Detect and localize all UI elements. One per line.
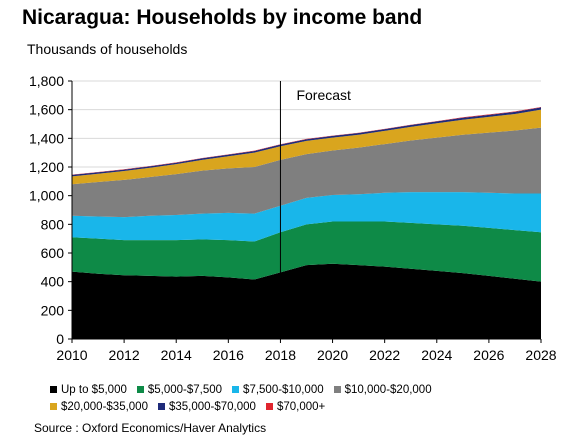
area-series-4 [72, 127, 541, 218]
area-series-5 [72, 109, 541, 185]
y-tick-label-1400: 1,400 [29, 130, 64, 146]
x-tick-label-2020: 2020 [317, 347, 348, 363]
legend: Up to $5,000 $5,000-$7,500 $7,500-$10,000 $… [50, 382, 560, 416]
legend-label-7: $70,000+ [276, 401, 326, 413]
axes: 0 200 400 600 800 1,000 1,200 1,400 1,600 1,800 20… [29, 73, 557, 363]
legend-label-2: $5,000-$7,500 [147, 384, 223, 396]
chart-title: Nicaragua: Households by income band [22, 6, 423, 29]
legend-item-5: $20,000-$35,000 [50, 399, 148, 416]
legend-swatch-1 [50, 386, 57, 393]
y-axis-label: Thousands of households [27, 41, 188, 57]
legend-label-3: $7,500-$10,000 [243, 384, 324, 396]
y-tick-label-800: 800 [41, 216, 65, 232]
forecast-annotation: Forecast [279, 81, 351, 339]
legend-swatch-3 [232, 386, 240, 393]
x-tick-label-2022: 2022 [369, 347, 400, 363]
y-tick-label-200: 200 [41, 302, 65, 318]
legend-item-7: $70,000+ [265, 399, 326, 416]
legend-label-1: Up to $5,000 [61, 384, 127, 396]
legend-swatch-6 [157, 403, 165, 410]
x-tick-label-2010: 2010 [56, 347, 87, 363]
x-tick-label-2024: 2024 [421, 347, 452, 363]
source-note: Source : Oxford Economics/Haver Analytic… [34, 421, 267, 435]
x-tick-label-2016: 2016 [213, 347, 244, 363]
x-tick-label-2026: 2026 [473, 347, 504, 363]
y-tick-label-1000: 1,000 [29, 188, 64, 204]
legend-item-2: $5,000-$7,500 [136, 382, 223, 399]
x-tick-label-2018: 2018 [265, 347, 296, 363]
legend-label-6: $35,000-$70,000 [168, 401, 256, 413]
x-tick-label-2028: 2028 [525, 347, 556, 363]
legend-swatch-4 [333, 386, 341, 393]
legend-item-6: $35,000-$70,000 [157, 399, 256, 416]
legend-swatch-5 [50, 403, 57, 410]
y-tick-label-1800: 1,800 [29, 73, 64, 89]
y-tick-label-400: 400 [41, 274, 65, 290]
legend-swatch-2 [136, 386, 144, 393]
area-series-1 [72, 263, 541, 339]
x-tick-label-2014: 2014 [161, 347, 192, 363]
x-tick-label-2012: 2012 [109, 347, 140, 363]
y-tick-label-1600: 1,600 [29, 102, 64, 118]
legend-label-5: $20,000-$35,000 [61, 401, 148, 413]
y-tick-label-1200: 1,200 [29, 159, 64, 175]
y-tick-label-600: 600 [41, 245, 65, 261]
forecast-label: Forecast [296, 87, 351, 103]
legend-item-4: $10,000-$20,000 [333, 382, 432, 399]
legend-item-1: Up to $5,000 [50, 382, 127, 399]
stacked-areas [72, 106, 541, 339]
legend-item-3: $7,500-$10,000 [232, 382, 324, 399]
area-series-2 [72, 221, 541, 282]
y-tick-label-0: 0 [56, 331, 64, 347]
legend-swatch-7 [265, 403, 273, 410]
legend-label-4: $10,000-$20,000 [344, 384, 432, 396]
area-series-3 [72, 192, 541, 242]
area-series-6 [72, 107, 541, 177]
